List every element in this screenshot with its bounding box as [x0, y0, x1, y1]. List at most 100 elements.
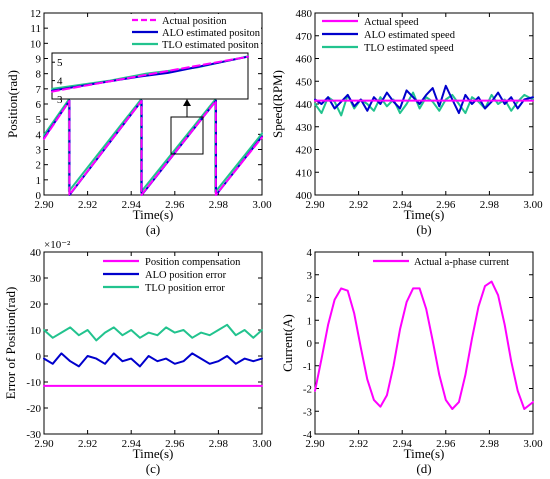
- x-ticks: 2.90 2.92 2.94 2.96 2.98 3.00: [34, 252, 272, 450]
- x-tick-label: 3.00: [523, 199, 543, 211]
- panel-caption: (d): [416, 461, 431, 476]
- inset-y-tick-label: 5: [57, 57, 63, 69]
- series-group: [314, 280, 534, 410]
- y-tick-label: 1: [36, 175, 42, 187]
- panel-caption: (b): [416, 222, 431, 237]
- plot-frame: [43, 251, 263, 435]
- x-tick-label: 2.94: [122, 438, 142, 450]
- y-tick-label: 0: [36, 351, 42, 363]
- y-tick-label: 420: [296, 145, 313, 157]
- x-tick-label: 3.00: [252, 199, 272, 211]
- y-ticks: -4 -3 -2 -1 0 1 2 3 4: [303, 247, 533, 441]
- y-tick-label: 4: [307, 247, 313, 259]
- x-tick-label: 2.90: [305, 438, 325, 450]
- y-tick-label: 2: [36, 160, 42, 172]
- y-tick-label: 10: [30, 38, 42, 50]
- x-tick-label: 2.96: [436, 199, 456, 211]
- panel-caption: (a): [146, 222, 160, 237]
- x-ticks: 2.90 2.92 2.94 2.96 2.98 3.00: [34, 13, 272, 211]
- legend-label: TLO estimated positon: [162, 40, 260, 51]
- x-ticks: 2.90 2.92 2.94 2.96 2.98 3.00: [305, 13, 543, 211]
- legend-label: TLO estimated speed: [364, 43, 455, 54]
- x-tick-label: 2.96: [436, 438, 456, 450]
- y-tick-label: 12: [30, 8, 41, 20]
- y-tick-label: -30: [26, 429, 41, 441]
- x-tick-label: 2.96: [165, 438, 185, 450]
- series-group: [43, 323, 263, 387]
- x-tick-label: 2.94: [122, 199, 142, 211]
- panel-caption: (c): [146, 461, 160, 476]
- x-ticks: 2.90 2.92 2.94 2.96 2.98 3.00: [305, 252, 543, 450]
- inset-zoom: 3 4 5: [51, 52, 249, 106]
- series-line-alo-position-error: [43, 352, 263, 368]
- y-tick-label: 400: [296, 190, 313, 202]
- y-tick-label: 7: [36, 84, 42, 96]
- legend: Position compensation ALO position error…: [103, 257, 241, 294]
- x-tick-label: 2.98: [209, 199, 229, 211]
- y-tick-label: 1: [307, 315, 313, 327]
- y-tick-label: 0: [36, 190, 42, 202]
- legend: Actual speed ALO estimated speed TLO est…: [322, 17, 456, 54]
- x-tick-label: 2.92: [349, 438, 368, 450]
- y-tick-label: 11: [30, 23, 41, 35]
- panel-current: -4 -3 -2 -1 0 1 2 3 4 2.90 2.92 2.94 2.96 2.98 3.00 A…: [280, 247, 543, 476]
- x-axis-label: Time(s): [404, 446, 445, 461]
- y-tick-label: 410: [296, 167, 313, 179]
- plot-frame: [314, 251, 534, 435]
- y-tick-label: 0: [307, 338, 313, 350]
- x-tick-label: 3.00: [523, 438, 543, 450]
- y-tick-label: 9: [36, 54, 42, 66]
- series-line-actual-position: [43, 100, 263, 196]
- inset-series-line: [51, 55, 249, 93]
- y-tick-label: 450: [296, 76, 313, 88]
- y-axis-label: Position(rad): [5, 70, 20, 138]
- inset-series-group: [51, 55, 249, 93]
- y-tick-label: -1: [303, 361, 312, 373]
- x-tick-label: 2.90: [305, 199, 325, 211]
- y-tick-label: 480: [296, 8, 313, 20]
- x-tick-label: 2.98: [480, 199, 500, 211]
- inset-y-ticks: 3 4 5: [52, 57, 63, 106]
- y-tick-label: 8: [36, 69, 42, 81]
- y-tick-label: 4: [36, 129, 42, 141]
- y-ticks: -30 -20 -10 0 10 20 30 40: [26, 247, 262, 441]
- x-axis-label: Time(s): [404, 207, 445, 222]
- legend-label: TLO position error: [145, 283, 225, 294]
- legend-label: Position compensation: [145, 257, 241, 268]
- y-tick-label: 470: [296, 31, 313, 43]
- x-tick-label: 2.98: [209, 438, 229, 450]
- x-axis-label: Time(s): [133, 446, 174, 461]
- legend-label: ALO estimated positon: [162, 28, 261, 39]
- x-tick-label: 3.00: [252, 438, 272, 450]
- legend-label: Actual a-phase current: [414, 257, 509, 268]
- x-tick-label: 2.94: [393, 438, 413, 450]
- legend-label: Actual speed: [364, 17, 419, 28]
- x-tick-label: 2.92: [78, 438, 97, 450]
- y-tick-label: 440: [296, 99, 313, 111]
- y-tick-label: 40: [30, 247, 42, 259]
- y-axis-label: Speed(RPM): [270, 70, 285, 138]
- y-tick-label: -10: [26, 377, 41, 389]
- axis-multiplier: ×10⁻²: [44, 239, 71, 251]
- legend-label: ALO position error: [145, 270, 227, 281]
- y-tick-label: -4: [303, 429, 313, 441]
- y-tick-label: -20: [26, 403, 41, 415]
- x-tick-label: 2.98: [480, 438, 500, 450]
- panel-speed: 400 410 420 430 440 450 460 470 480 2.90 2.92 2.94…: [270, 8, 543, 237]
- legend: Actual a-phase current: [373, 257, 509, 268]
- zoom-arrow-icon: [183, 99, 191, 106]
- y-tick-label: 3: [36, 145, 42, 157]
- series-group: [314, 84, 534, 117]
- y-tick-label: 10: [30, 325, 42, 337]
- y-axis-label: Current(A): [280, 314, 295, 372]
- inset-y-tick-label: 4: [57, 76, 63, 88]
- y-tick-label: 460: [296, 54, 313, 66]
- series-line-tlo-position-error: [43, 323, 263, 342]
- y-axis-label: Error of Position(rad): [3, 287, 18, 400]
- y-tick-label: 2: [307, 293, 313, 305]
- y-tick-label: 430: [296, 122, 313, 134]
- x-tick-label: 2.90: [34, 438, 54, 450]
